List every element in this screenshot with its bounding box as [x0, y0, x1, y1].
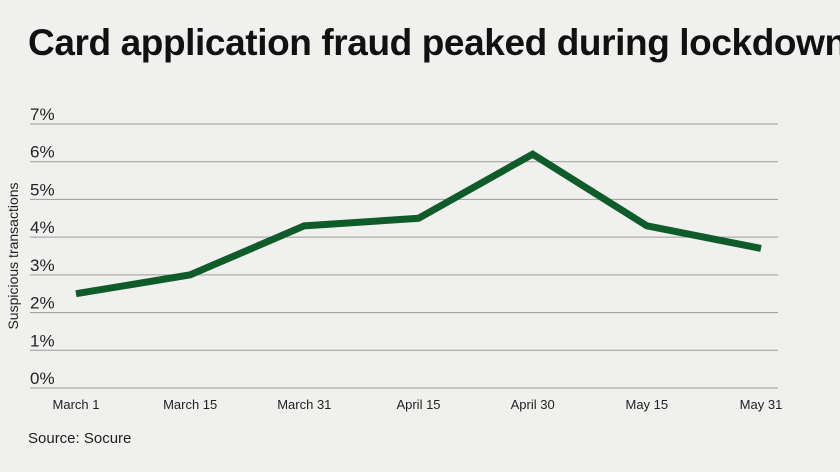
grid-lines [30, 123, 778, 389]
series-group [75, 150, 762, 298]
source-note: Source: Socure [28, 430, 132, 447]
y-tick-label: 3% [30, 256, 55, 275]
y-tick-label: 7% [30, 105, 55, 124]
y-tick-label: 1% [30, 331, 55, 350]
y-tick-label: 4% [30, 218, 55, 237]
x-tick-label: March 31 [277, 397, 331, 412]
x-tick-label: May 31 [740, 397, 783, 412]
y-tick-label: 0% [30, 369, 55, 388]
chart-title: Card application fraud peaked during loc… [28, 22, 840, 63]
y-tick-label: 6% [30, 143, 55, 162]
x-tick-label: March 1 [53, 397, 100, 412]
y-axis-label: Suspicious transactions [5, 182, 21, 329]
y-tick-label: 5% [30, 180, 55, 199]
x-tick-label: March 15 [163, 397, 217, 412]
x-tick-label: April 30 [511, 397, 555, 412]
x-tick-label: April 15 [396, 397, 440, 412]
x-axis-ticks: March 1 March 15 March 31 April 15 April 30 M… [53, 397, 783, 412]
series-line [75, 150, 762, 298]
y-axis-ticks: 0% 1% 2% 3% 4% 5% 6% 7% [30, 105, 55, 388]
y-tick-label: 2% [30, 294, 55, 313]
x-tick-label: May 15 [626, 397, 669, 412]
